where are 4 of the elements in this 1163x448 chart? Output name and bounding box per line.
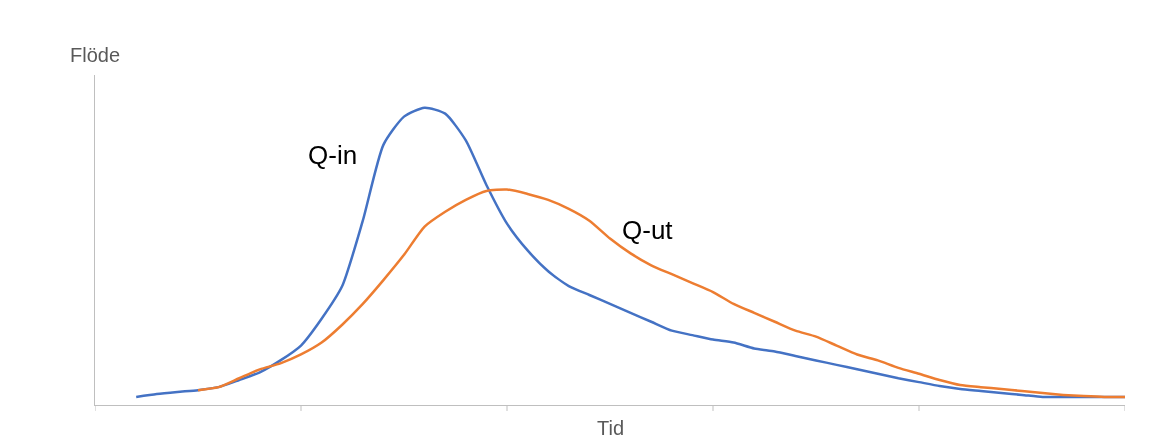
y-axis-title: Flöde — [70, 44, 121, 66]
x-axis-title: Tid — [597, 417, 625, 439]
series-label: Q-in — [308, 140, 358, 170]
series-label: Q-ut — [622, 215, 674, 245]
